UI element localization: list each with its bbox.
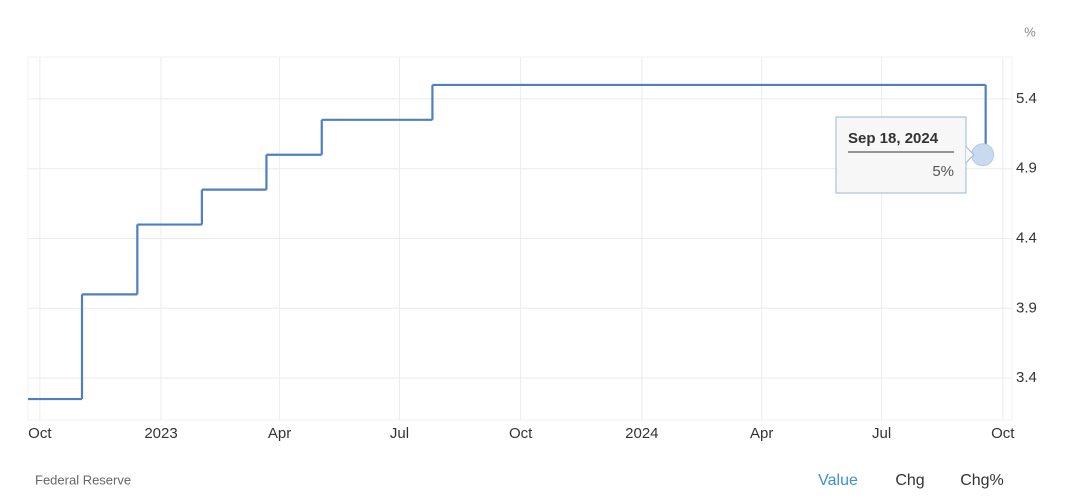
y-tick-label: 3.9 <box>1016 299 1037 316</box>
hover-marker <box>971 143 995 167</box>
tooltip-title: Sep 18, 2024 <box>848 130 939 147</box>
y-tick-label: 4.9 <box>1016 160 1037 177</box>
x-tick-label: Apr <box>268 425 291 442</box>
x-tick-label: 2023 <box>144 425 177 442</box>
x-tick-label: Jul <box>390 425 409 442</box>
tooltip-box <box>835 116 967 194</box>
y-tick-label: 4.4 <box>1016 229 1037 246</box>
x-tick-label: Jul <box>872 425 891 442</box>
source: Federal Reserve <box>35 472 131 487</box>
tooltip-value: 5% <box>932 163 954 180</box>
y-tick-label: 5.4 <box>1016 90 1037 107</box>
x-tick-label: Apr <box>750 425 773 442</box>
x-tick-label: 2024 <box>625 425 658 442</box>
y-tick-label: 3.4 <box>1016 369 1037 386</box>
x-tick-label: Oct <box>991 425 1015 442</box>
x-tick-label: Oct <box>28 425 52 442</box>
toggle-button[interactable]: Value <box>818 472 858 489</box>
tooltip-pointer <box>965 146 975 164</box>
toggle-button[interactable]: Chg <box>895 472 924 489</box>
unit-label: % <box>1024 24 1036 39</box>
toggle-button[interactable]: Chg% <box>960 472 1004 489</box>
x-tick-label: Oct <box>509 425 533 442</box>
